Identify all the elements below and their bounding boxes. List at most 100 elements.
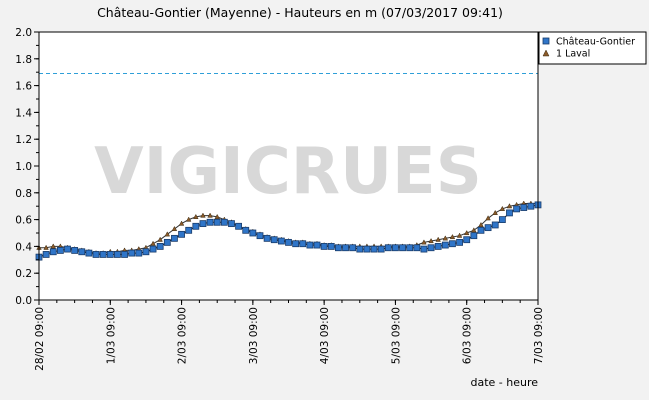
legend-label: 1 Laval	[556, 49, 590, 60]
data-point	[406, 244, 414, 252]
data-point	[192, 222, 200, 230]
data-point	[142, 248, 150, 256]
data-point	[320, 242, 328, 250]
data-point	[349, 244, 357, 252]
data-point	[478, 221, 484, 228]
data-point	[299, 240, 307, 248]
data-point	[363, 245, 371, 253]
data-point	[220, 218, 228, 226]
y-tick-label: 0.6	[15, 215, 32, 227]
data-point	[392, 244, 399, 252]
data-point	[199, 220, 207, 228]
data-point	[206, 218, 214, 226]
y-tick-label: 0.8	[15, 188, 32, 200]
data-point	[43, 244, 49, 250]
legend-label: Château-Gontier	[556, 37, 635, 48]
data-point	[171, 225, 178, 232]
data-point	[399, 244, 406, 252]
data-point	[421, 239, 427, 245]
x-axis-label: date - heure	[470, 376, 538, 389]
data-point	[178, 230, 185, 238]
y-tick-label: 1.8	[15, 54, 32, 66]
x-tick-label: 7/03 09:00	[533, 307, 545, 364]
data-point	[121, 251, 128, 258]
data-point	[128, 249, 136, 257]
x-tick-label: 6/03 09:00	[462, 307, 474, 364]
data-point	[270, 236, 278, 244]
data-point	[71, 247, 79, 254]
data-point	[435, 236, 441, 242]
data-point	[156, 242, 164, 250]
legend-marker	[542, 37, 550, 45]
series-chateau-gontier	[35, 201, 542, 261]
y-tick-label: 1.6	[15, 81, 32, 93]
data-point	[342, 244, 349, 252]
data-point	[434, 242, 442, 250]
data-point	[85, 249, 93, 257]
data-point	[313, 241, 321, 249]
data-point	[427, 244, 435, 252]
y-tick-label: 2.0	[15, 27, 32, 39]
data-point	[499, 205, 506, 211]
data-point	[492, 209, 498, 215]
data-point	[256, 232, 264, 240]
data-point	[463, 236, 471, 244]
data-point	[164, 231, 171, 237]
chart-title: Château-Gontier (Mayenne) - Hauteurs en …	[97, 5, 503, 20]
data-point	[477, 226, 485, 234]
data-point	[50, 243, 56, 249]
x-tick-label: 5/03 09:00	[390, 307, 402, 364]
data-point	[471, 227, 477, 233]
data-point	[506, 209, 513, 217]
data-point	[149, 245, 157, 253]
data-point	[214, 213, 220, 219]
data-point	[193, 213, 199, 219]
data-point	[506, 203, 513, 209]
y-tick-label: 0.0	[15, 295, 32, 307]
data-point	[441, 241, 449, 249]
watermark: VIGICRUES	[94, 135, 482, 209]
data-point	[463, 229, 470, 236]
x-tick-label: 3/03 09:00	[248, 307, 260, 364]
data-point	[99, 251, 107, 258]
y-tick-label: 1.2	[15, 134, 32, 146]
data-point	[171, 234, 178, 242]
data-point	[327, 242, 335, 250]
data-point	[78, 248, 86, 256]
x-tick-label: 4/03 09:00	[319, 307, 331, 364]
data-point	[249, 229, 257, 237]
data-point	[334, 244, 342, 252]
data-point	[235, 222, 243, 230]
x-tick-label: 28/02 09:00	[34, 307, 46, 371]
data-point	[513, 205, 521, 213]
x-tick-label: 2/03 09:00	[177, 307, 189, 364]
data-point	[185, 216, 192, 222]
data-point	[527, 202, 535, 210]
legend-box	[538, 31, 647, 65]
data-point	[384, 244, 392, 252]
data-point	[370, 245, 378, 253]
data-point	[470, 232, 478, 240]
data-point	[150, 240, 156, 246]
data-point	[242, 226, 250, 234]
y-tick-label: 1.0	[15, 161, 32, 173]
data-point	[498, 216, 506, 224]
data-point	[200, 212, 206, 218]
data-point	[456, 238, 463, 246]
legend-marker	[542, 49, 550, 57]
data-point	[306, 241, 314, 249]
x-tick-label: 1/03 09:00	[105, 307, 117, 364]
data-point	[520, 204, 528, 211]
data-point	[491, 221, 499, 229]
data-point	[213, 218, 221, 226]
data-point	[157, 236, 163, 242]
data-point	[484, 224, 492, 232]
y-tick-label: 1.4	[15, 107, 32, 119]
data-point	[456, 232, 463, 238]
data-point	[106, 251, 114, 258]
data-point	[356, 245, 364, 253]
data-point	[185, 226, 193, 234]
data-point	[49, 248, 57, 256]
data-point	[377, 245, 385, 253]
